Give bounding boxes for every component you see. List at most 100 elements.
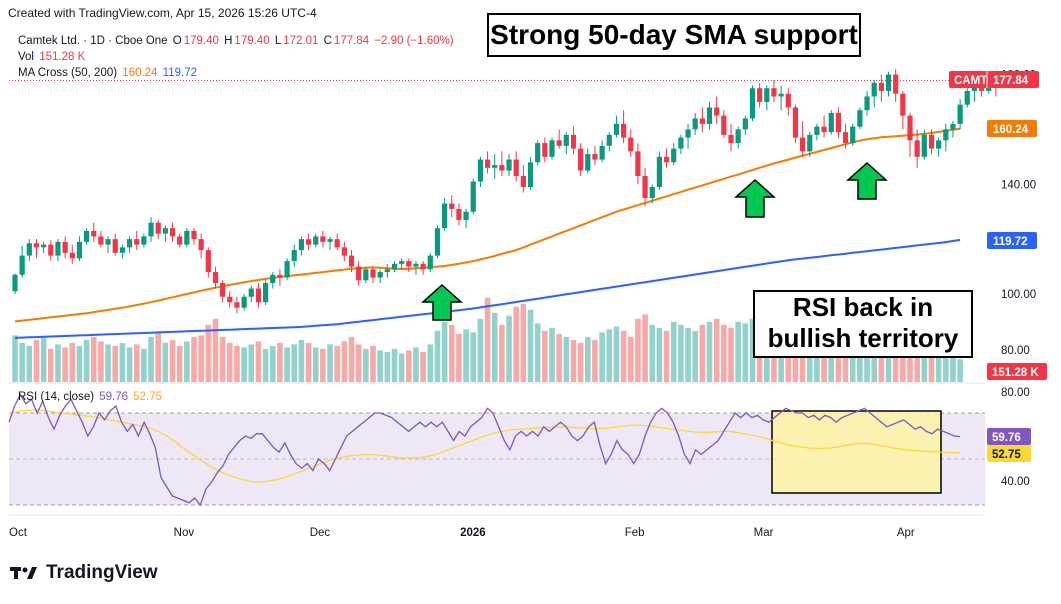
volume-bar	[255, 341, 262, 382]
candle-body	[234, 302, 240, 308]
candle-body	[470, 181, 476, 212]
time-tick-label: Apr	[897, 527, 915, 539]
candle-body	[148, 222, 154, 237]
candle-body	[41, 244, 47, 248]
volume-bar	[556, 333, 562, 382]
candle-body	[735, 129, 741, 144]
volume-bar	[627, 336, 634, 382]
candle-body	[26, 243, 32, 256]
volume-bar	[921, 344, 928, 382]
volume-bar	[262, 348, 269, 382]
price-tick-label: 140.00	[1001, 179, 1036, 191]
volume-bar	[334, 345, 340, 382]
candle-body	[313, 236, 319, 245]
volume-bar	[735, 321, 741, 382]
candle-body	[105, 239, 111, 245]
volume-bar	[549, 327, 555, 382]
rsi-lines	[8, 393, 961, 507]
volume-bar	[878, 336, 885, 382]
candle-body	[370, 269, 376, 278]
candle-body	[570, 134, 577, 149]
candle-body	[69, 252, 75, 259]
volume-bar	[291, 344, 298, 382]
candle-body	[814, 126, 820, 135]
volume-bar	[448, 324, 455, 382]
volume-bar	[685, 327, 691, 382]
candle-body	[757, 88, 763, 102]
volume-bar	[900, 351, 906, 382]
candle-body	[950, 123, 956, 130]
candle-body	[420, 263, 426, 270]
annotation-rsi-line2: bullish territory	[767, 323, 959, 353]
candle-body	[585, 154, 591, 171]
volume-bar	[527, 309, 534, 382]
candle-body	[76, 241, 83, 259]
candle-body	[656, 156, 662, 187]
candle-body	[792, 107, 799, 138]
candle-body	[291, 250, 297, 262]
candle-body	[943, 129, 949, 141]
candle-body	[900, 93, 906, 116]
volume-bar	[162, 342, 169, 382]
volume-bar	[577, 342, 584, 382]
volume-bar	[420, 351, 426, 382]
candle-body	[205, 250, 211, 273]
volume-bar	[606, 329, 613, 382]
volume-bar	[585, 336, 591, 382]
candle-body	[341, 247, 347, 256]
volume-bar	[248, 344, 255, 382]
candle-body	[305, 239, 312, 245]
candle-body	[427, 255, 433, 270]
candle-body	[91, 230, 97, 237]
candle-body	[563, 134, 569, 146]
volume-bar	[613, 326, 620, 382]
candle-body	[513, 159, 519, 177]
candle-body	[162, 228, 168, 234]
time-tick-label: Nov	[174, 527, 195, 539]
price-tick-label: 100.00	[1001, 289, 1036, 301]
candle-body	[270, 274, 276, 284]
volume-bar	[656, 327, 663, 382]
volume-bar	[298, 339, 305, 382]
tradingview-logo[interactable]: TradingView	[10, 562, 158, 584]
volume-bar	[19, 342, 25, 382]
volume-bar	[184, 341, 190, 382]
candle-body	[255, 288, 262, 303]
candle-body	[413, 263, 419, 267]
volume-bar	[950, 354, 956, 382]
volume-bar	[370, 345, 376, 382]
volume-bar	[83, 339, 90, 382]
candle-body	[506, 159, 512, 171]
annotation-rsi-note: RSI back in bullish territory	[753, 290, 973, 358]
time-tick-label: Mar	[754, 527, 774, 539]
legend-o-value: 179.40	[183, 35, 219, 47]
candle-body	[298, 239, 304, 251]
rsi-ma-tag: 52.75	[987, 445, 1031, 462]
volume-bar	[914, 347, 920, 382]
candle-body	[800, 137, 806, 152]
candle-body	[842, 132, 849, 144]
legend-volume: Vol 151.28 K	[18, 51, 87, 63]
candle-body	[277, 274, 283, 278]
candle-body	[527, 162, 534, 187]
volume-bar	[721, 324, 727, 382]
volume-bar	[620, 330, 627, 382]
candle-body	[384, 269, 390, 273]
candle-body	[850, 126, 856, 144]
volume-bar	[513, 306, 519, 382]
candle-body	[334, 239, 340, 248]
volume-bar	[892, 345, 899, 382]
candle-body	[742, 118, 748, 130]
volume-bar	[76, 345, 83, 382]
volume-bar	[470, 332, 477, 382]
volume-bar	[98, 341, 104, 382]
price-tick-label: 80.00	[1001, 345, 1030, 357]
candles	[12, 69, 999, 314]
volume-bar	[398, 353, 405, 382]
candle-body	[241, 296, 247, 308]
candle-body	[198, 239, 204, 251]
tag-ma200: 119.72	[993, 236, 1028, 248]
volume-bar	[391, 348, 398, 382]
volume-bar	[69, 342, 76, 382]
